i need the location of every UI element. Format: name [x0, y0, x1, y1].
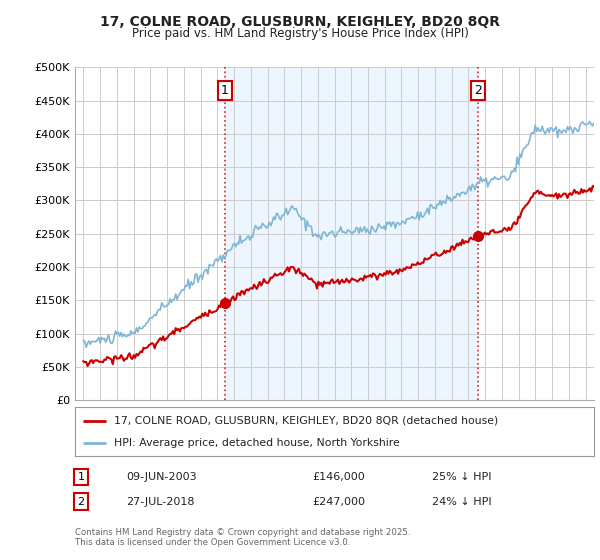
Text: 2: 2 — [474, 84, 482, 97]
Text: 2: 2 — [77, 497, 85, 507]
Text: Price paid vs. HM Land Registry's House Price Index (HPI): Price paid vs. HM Land Registry's House … — [131, 27, 469, 40]
Text: £146,000: £146,000 — [312, 472, 365, 482]
Text: £247,000: £247,000 — [312, 497, 365, 507]
Text: 1: 1 — [77, 472, 85, 482]
Text: 24% ↓ HPI: 24% ↓ HPI — [432, 497, 491, 507]
Text: HPI: Average price, detached house, North Yorkshire: HPI: Average price, detached house, Nort… — [114, 437, 400, 447]
Bar — [224, 67, 478, 400]
Text: 25% ↓ HPI: 25% ↓ HPI — [432, 472, 491, 482]
Text: Contains HM Land Registry data © Crown copyright and database right 2025.
This d: Contains HM Land Registry data © Crown c… — [75, 528, 410, 547]
Text: 09-JUN-2003: 09-JUN-2003 — [126, 472, 197, 482]
Text: 27-JUL-2018: 27-JUL-2018 — [126, 497, 194, 507]
Text: 17, COLNE ROAD, GLUSBURN, KEIGHLEY, BD20 8QR (detached house): 17, COLNE ROAD, GLUSBURN, KEIGHLEY, BD20… — [114, 416, 498, 426]
Text: 17, COLNE ROAD, GLUSBURN, KEIGHLEY, BD20 8QR: 17, COLNE ROAD, GLUSBURN, KEIGHLEY, BD20… — [100, 15, 500, 29]
Text: 1: 1 — [221, 84, 229, 97]
